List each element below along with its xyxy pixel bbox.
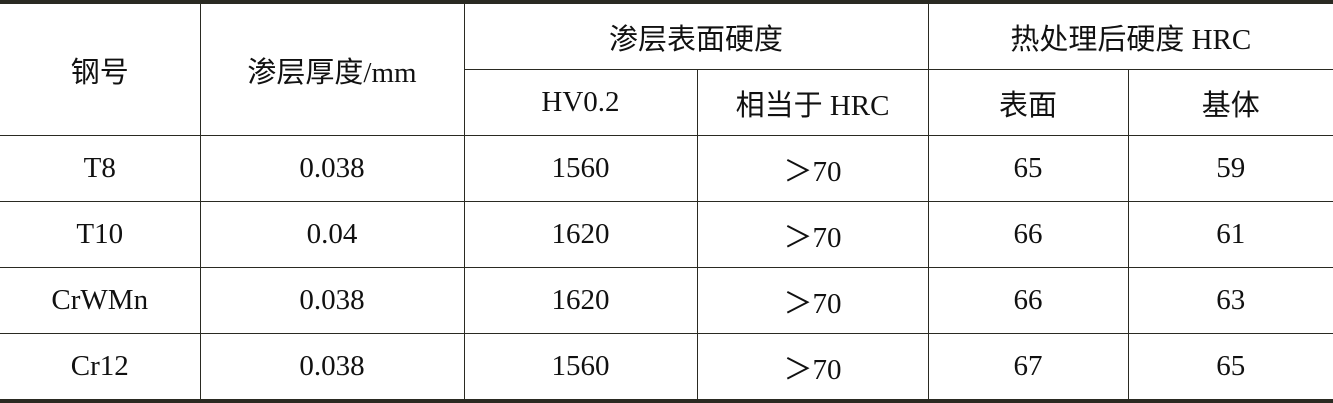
cell-base: 61 [1127, 201, 1333, 268]
cell-surface: 67 [927, 333, 1129, 403]
cell-steel: CrWMn [0, 267, 201, 334]
header-after-heat: 热处理后硬度 HRC [927, 0, 1333, 70]
cell-thickness: 0.04 [199, 201, 465, 268]
header-base: 基体 [1127, 69, 1333, 136]
header-row-2: HV0.2 相当于 HRC 表面 基体 [0, 69, 1333, 136]
cell-thickness: 0.038 [199, 333, 465, 403]
header-surface: 表面 [927, 69, 1129, 136]
header-hrc-equiv: 相当于 HRC [696, 69, 929, 136]
table-row: CrWMn 0.038 1620 ＞70 66 63 [0, 267, 1333, 334]
cell-hv: 1620 [463, 201, 698, 268]
cell-thickness: 0.038 [199, 135, 465, 202]
header-surface-hardness: 渗层表面硬度 [463, 0, 929, 70]
header-thickness: 渗层厚度/mm [199, 0, 465, 136]
cell-hv: 1560 [463, 333, 698, 403]
cell-steel: T10 [0, 201, 201, 268]
cell-surface: 66 [927, 267, 1129, 334]
cell-hrc-equiv: ＞70 [696, 135, 929, 202]
table-row: Cr12 0.038 1560 ＞70 67 65 [0, 333, 1333, 403]
cell-thickness: 0.038 [199, 267, 465, 334]
cell-hrc-equiv: ＞70 [696, 267, 929, 334]
cell-base: 65 [1127, 333, 1333, 403]
cell-steel: T8 [0, 135, 201, 202]
table-body: T8 0.038 1560 ＞70 65 59 T10 0.04 1620 ＞70 66 61 CrWM… [0, 135, 1333, 403]
cell-steel: Cr12 [0, 333, 201, 403]
cell-base: 59 [1127, 135, 1333, 202]
cell-surface: 65 [927, 135, 1129, 202]
cell-surface: 66 [927, 201, 1129, 268]
cell-base: 63 [1127, 267, 1333, 334]
cell-hv: 1560 [463, 135, 698, 202]
cell-hrc-equiv: ＞70 [696, 333, 929, 403]
cell-hrc-equiv: ＞70 [696, 201, 929, 268]
table-row: T8 0.038 1560 ＞70 65 59 [0, 135, 1333, 202]
table-row: T10 0.04 1620 ＞70 66 61 [0, 201, 1333, 268]
cell-hv: 1620 [463, 267, 698, 334]
header-steel: 钢号 [0, 0, 201, 136]
header-hv: HV0.2 [464, 69, 698, 136]
header-row-1: 钢号 渗层厚度/mm 渗层表面硬度 热处理后硬度 HRC [0, 0, 1333, 136]
